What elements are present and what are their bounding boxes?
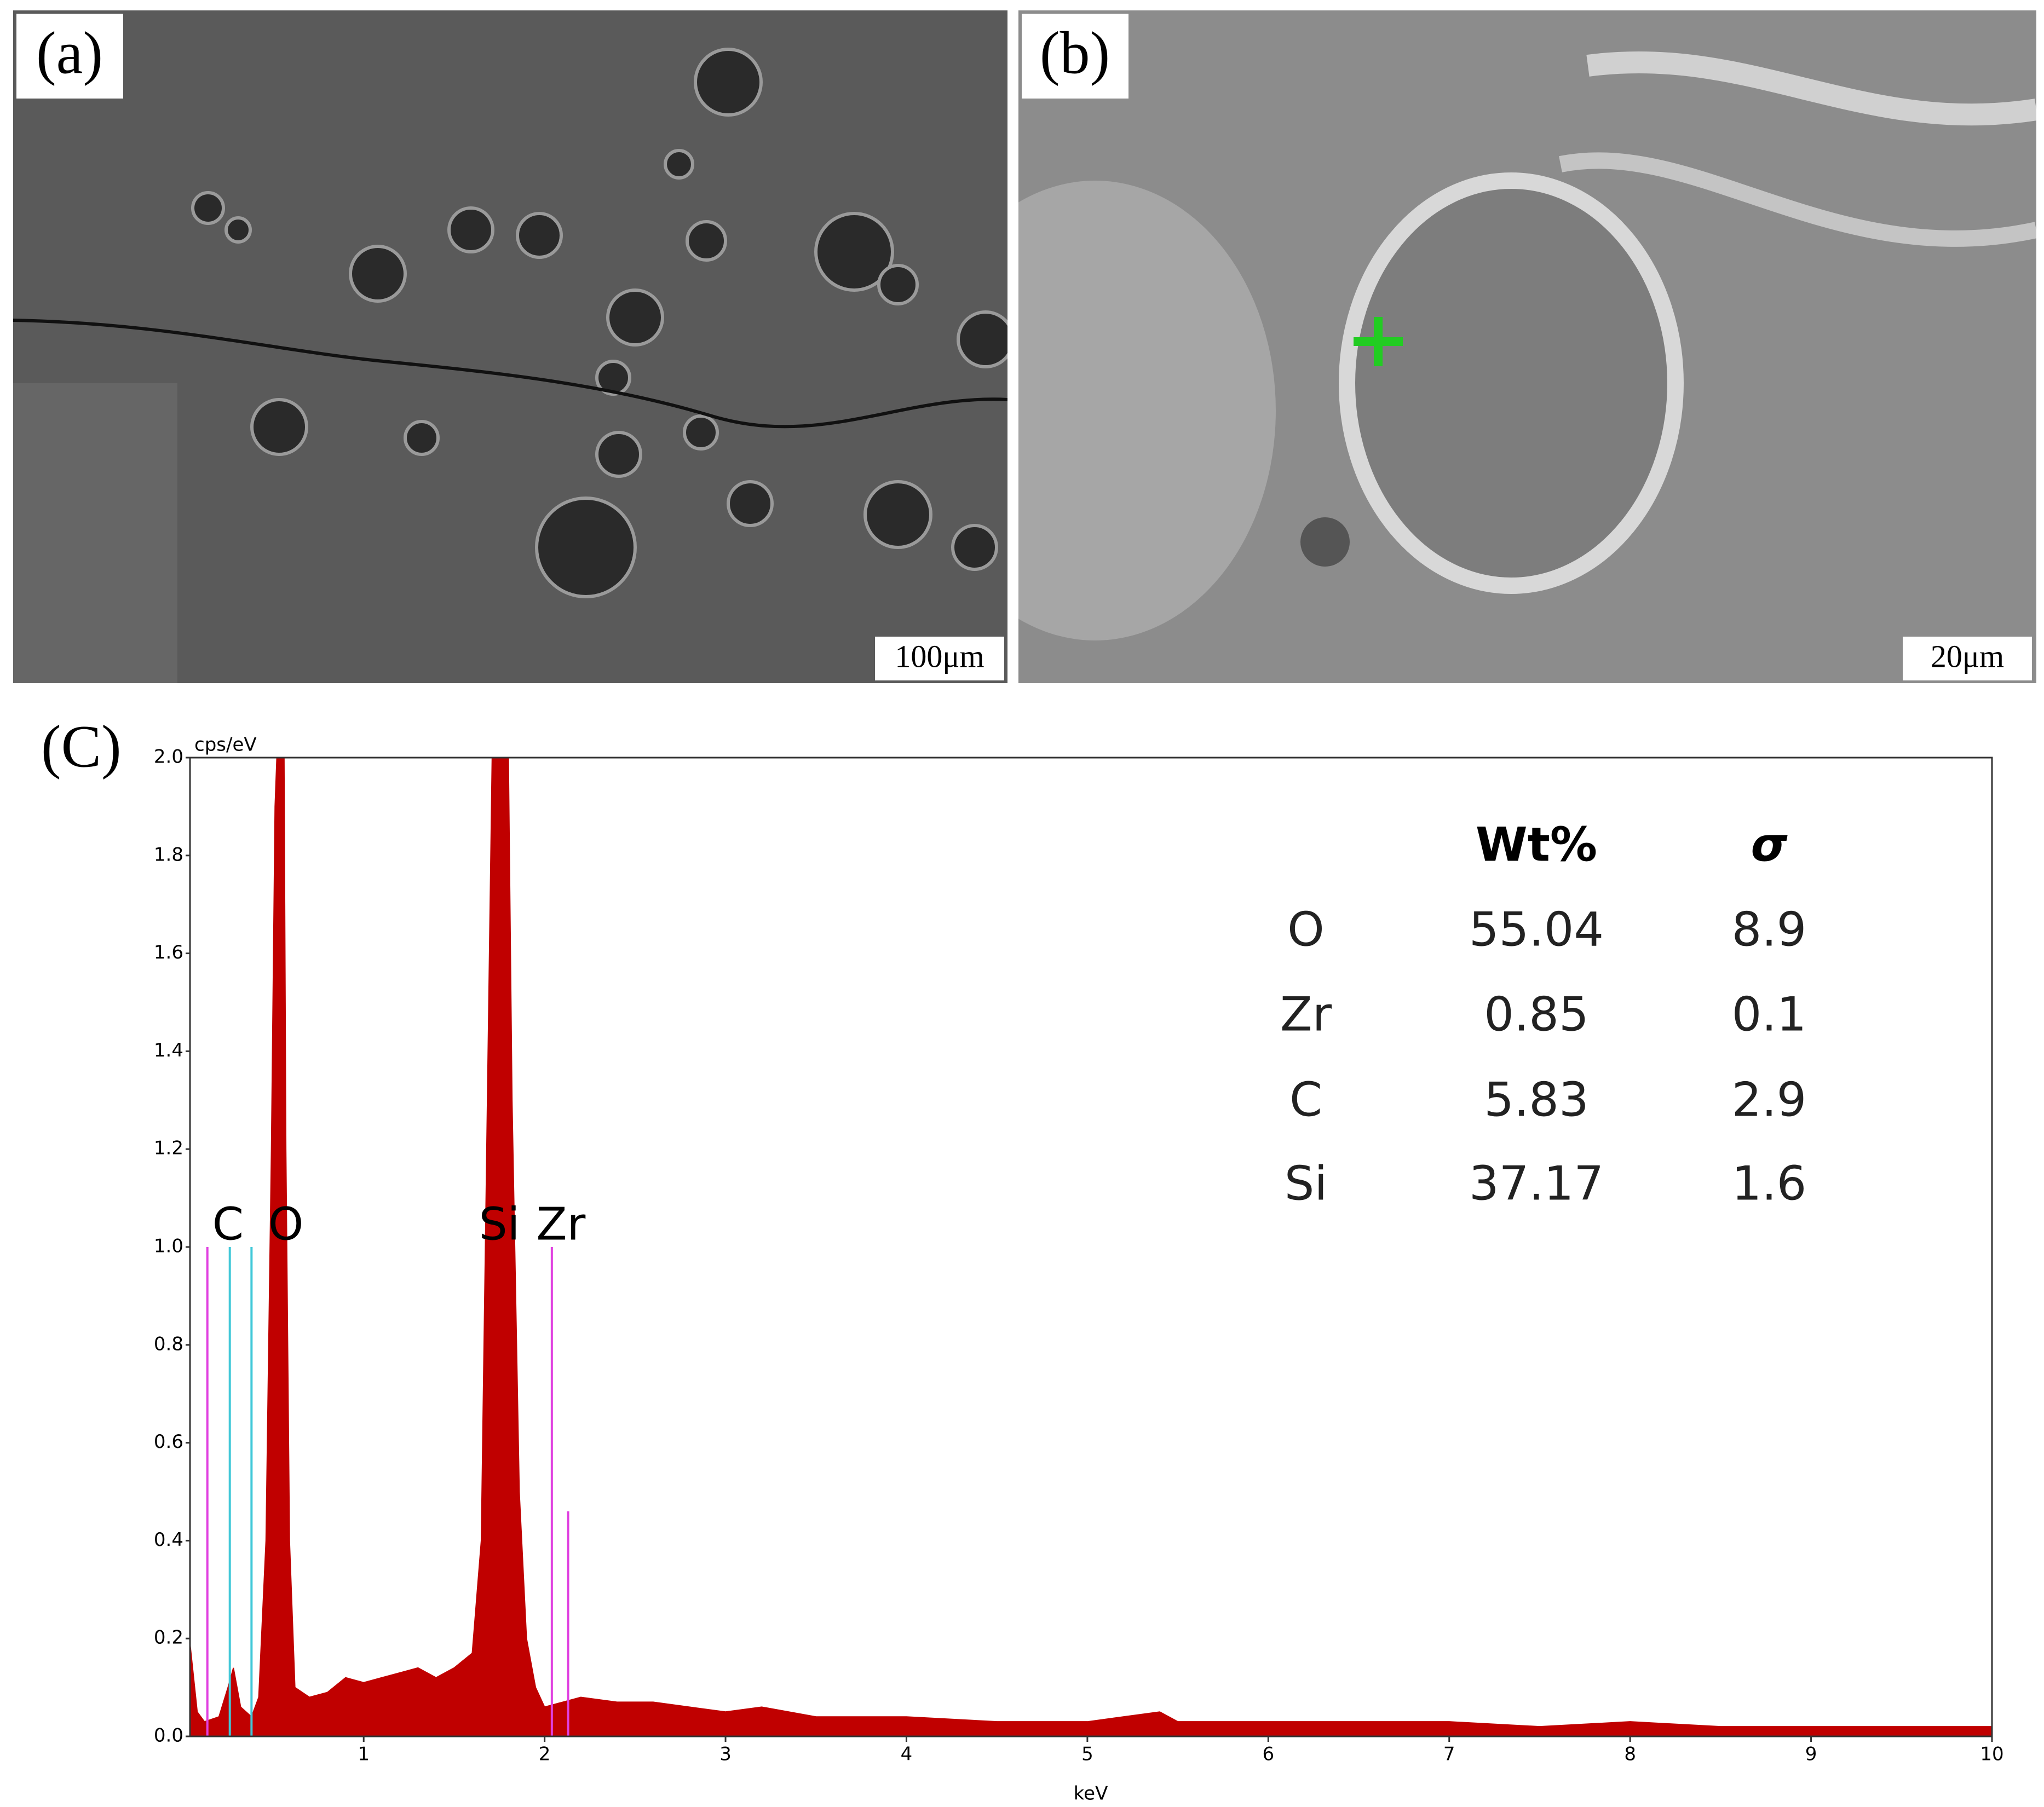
label-box	[1022, 14, 1128, 99]
x-tick-label: 8	[1624, 1744, 1636, 1765]
y-tick-label: 0.8	[154, 1333, 183, 1355]
scale-bar-box	[875, 637, 1004, 680]
x-tick-label: 10	[1980, 1744, 2003, 1765]
x-tick-label: 4	[901, 1744, 913, 1765]
table-cell: O	[1287, 902, 1325, 957]
table-cell: 2.9	[1732, 1072, 1807, 1127]
y-tick-label: 0.2	[154, 1627, 183, 1649]
table-cell: 8.9	[1732, 902, 1807, 957]
plot-frame	[189, 757, 1993, 1737]
y-tick-label: 0.4	[154, 1529, 183, 1551]
table-cell: C	[1289, 1072, 1322, 1127]
y-tick-label: 1.0	[154, 1236, 183, 1257]
scale-bar: 100μm	[895, 638, 984, 674]
panel-label: (C)	[41, 713, 122, 780]
y-tick-label: 1.4	[154, 1040, 183, 1061]
spectrum-group	[190, 758, 1992, 1736]
y-tick-label: 1.2	[154, 1138, 183, 1159]
table-cell: 1.6	[1732, 1156, 1807, 1211]
sem-image-b	[1018, 10, 2036, 683]
y-tick-label: 0.0	[154, 1725, 183, 1747]
element-label: O	[268, 1199, 304, 1251]
scale-bar: 20μm	[1931, 638, 2004, 674]
plot: 0.0 0.2 0.4 0.6 0.8 1.0 1.2 1.4 1.6 1.8 2.0 1 2 3 4 5 6 7…	[154, 746, 2004, 1765]
x-tick-label: 3	[719, 1744, 732, 1765]
table-header: Wt%	[1476, 817, 1597, 872]
table-cell: 0.85	[1484, 987, 1588, 1042]
cross-marker	[1354, 317, 1403, 366]
element-label: C	[212, 1199, 244, 1251]
label-box	[16, 14, 123, 99]
x-tick-label: 6	[1262, 1744, 1274, 1765]
y-tick-label: 2.0	[154, 746, 183, 768]
table-cell: Zr	[1280, 987, 1332, 1042]
panel-label: (b)	[1040, 19, 1110, 86]
x-tick-label: 2	[539, 1744, 551, 1765]
scale-bar-box	[1903, 637, 2032, 680]
spectrum	[190, 758, 1992, 1736]
y-axis-label: cps/eV	[194, 734, 257, 756]
table-cell: Si	[1285, 1156, 1327, 1211]
table-cell: 0.1	[1732, 987, 1807, 1042]
x-tick-label: 5	[1081, 1744, 1093, 1765]
sem-image-a	[13, 10, 1007, 683]
table-cell: 55.04	[1469, 902, 1604, 957]
table-cell: 37.17	[1469, 1156, 1604, 1211]
table-cell: 5.83	[1484, 1072, 1588, 1127]
y-tick-label: 1.6	[154, 942, 183, 963]
x-tick-label: 9	[1805, 1744, 1817, 1765]
table-header: σ	[1751, 817, 1788, 872]
y-tick-label: 0.6	[154, 1431, 183, 1453]
element-label: Zr	[536, 1199, 585, 1251]
x-axis-label: keV	[1074, 1783, 1108, 1805]
element-label: Si	[479, 1199, 520, 1251]
panel-label: (a)	[36, 19, 103, 86]
composition-table: Wt% σ O 55.04 8.9 Zr 0.85 0.1 C 5.83 2.9 Si 37.17 1.6	[1280, 817, 1807, 1211]
x-tick-label: 7	[1443, 1744, 1455, 1765]
y-tick-label: 1.8	[154, 844, 183, 865]
x-tick-label: 1	[358, 1744, 370, 1765]
